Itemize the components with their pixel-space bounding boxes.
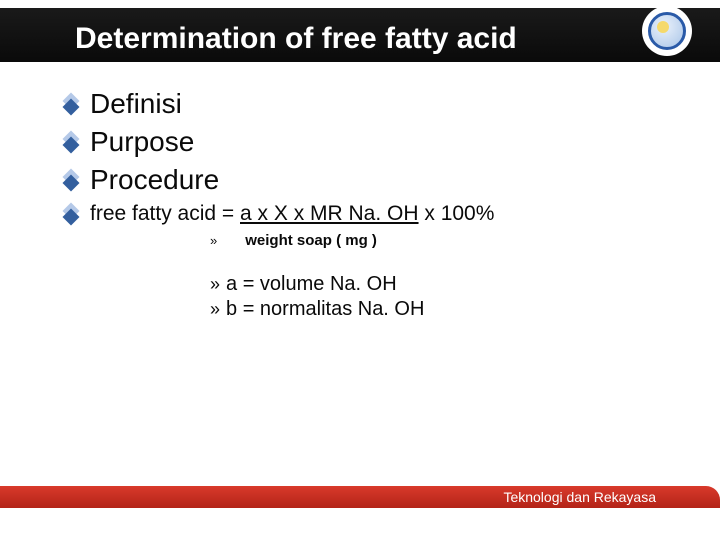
legend-row-b: » b = normalitas Na. OH — [210, 298, 680, 321]
institution-logo — [642, 6, 692, 56]
formula-denominator: weight soap ( mg ) — [245, 232, 377, 249]
legend-row-a: » a = volume Na. OH — [210, 273, 680, 296]
legend-text-b: b = normalitas Na. OH — [226, 298, 424, 321]
bullet-row-definisi: Definisi — [62, 88, 680, 120]
bullet-label: Procedure — [90, 164, 219, 196]
diamond-icon — [62, 133, 80, 151]
legend-text-a: a = volume Na. OH — [226, 273, 397, 296]
formula-denominator-row: » weight soap ( mg ) — [210, 232, 680, 249]
bullet-row-purpose: Purpose — [62, 126, 680, 158]
diamond-icon — [62, 171, 80, 189]
formula-line: free fatty acid = a x X x MR Na. OH x 10… — [90, 202, 494, 226]
footer-text: Teknologi dan Rekayasa — [503, 489, 656, 505]
formula-prefix: free fatty acid = — [90, 202, 240, 225]
diamond-icon — [62, 95, 80, 113]
arrow-icon: » — [210, 299, 220, 320]
legend-block: » a = volume Na. OH » b = normalitas Na.… — [210, 273, 680, 321]
content-area: Definisi Purpose Procedure free fatty ac… — [62, 88, 680, 323]
bullet-row-formula: free fatty acid = a x X x MR Na. OH x 10… — [62, 202, 680, 226]
logo-icon — [648, 12, 686, 50]
diamond-icon — [62, 205, 80, 223]
arrow-icon: » — [210, 233, 217, 248]
formula-suffix: x 100% — [419, 202, 495, 225]
formula-numerator: a x X x MR Na. OH — [240, 202, 419, 225]
page-title: Determination of free fatty acid — [75, 22, 517, 56]
bullet-label: Definisi — [90, 88, 182, 120]
bullet-row-procedure: Procedure — [62, 164, 680, 196]
arrow-icon: » — [210, 274, 220, 295]
bullet-label: Purpose — [90, 126, 194, 158]
